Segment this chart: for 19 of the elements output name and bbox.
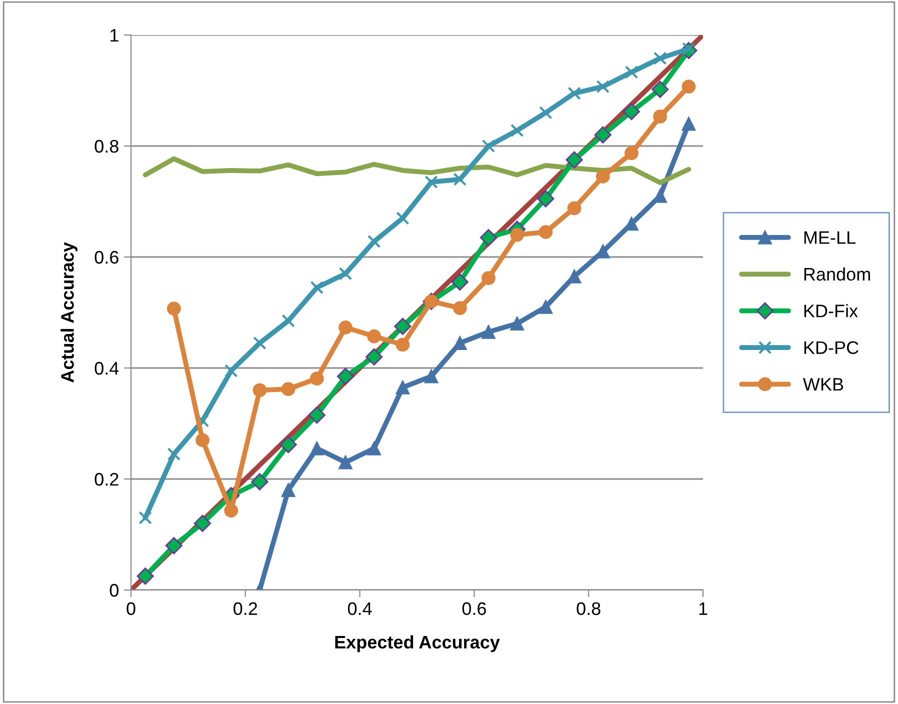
x-tick-label: 0.2 (234, 602, 258, 616)
x-tick-label: 0.4 (348, 602, 372, 616)
y-tick-label: 0.8 (94, 140, 118, 153)
y-tick-label: 0.4 (94, 362, 119, 375)
y-axis-title: Actual Accuracy (60, 242, 78, 382)
y-tick-label: 0.2 (94, 472, 118, 486)
legend-label: ME-LL (804, 231, 856, 244)
y-tick-label: 0.6 (94, 250, 118, 264)
legend-label: KD-Fix (804, 304, 858, 318)
x-axis-title: Expected Accuracy (335, 635, 500, 652)
legend-label: Random (804, 267, 870, 281)
x-tick-label: 0 (126, 602, 136, 616)
x-tick-label: 1 (699, 602, 708, 615)
y-tick-label: 0 (110, 584, 118, 597)
x-tick-label: 0.6 (462, 602, 486, 616)
y-tick-label: 1 (110, 29, 118, 42)
x-tick-label: 0.8 (576, 602, 600, 616)
legend-label: KD-PC (804, 341, 858, 354)
legend-label: WKB (802, 378, 844, 391)
